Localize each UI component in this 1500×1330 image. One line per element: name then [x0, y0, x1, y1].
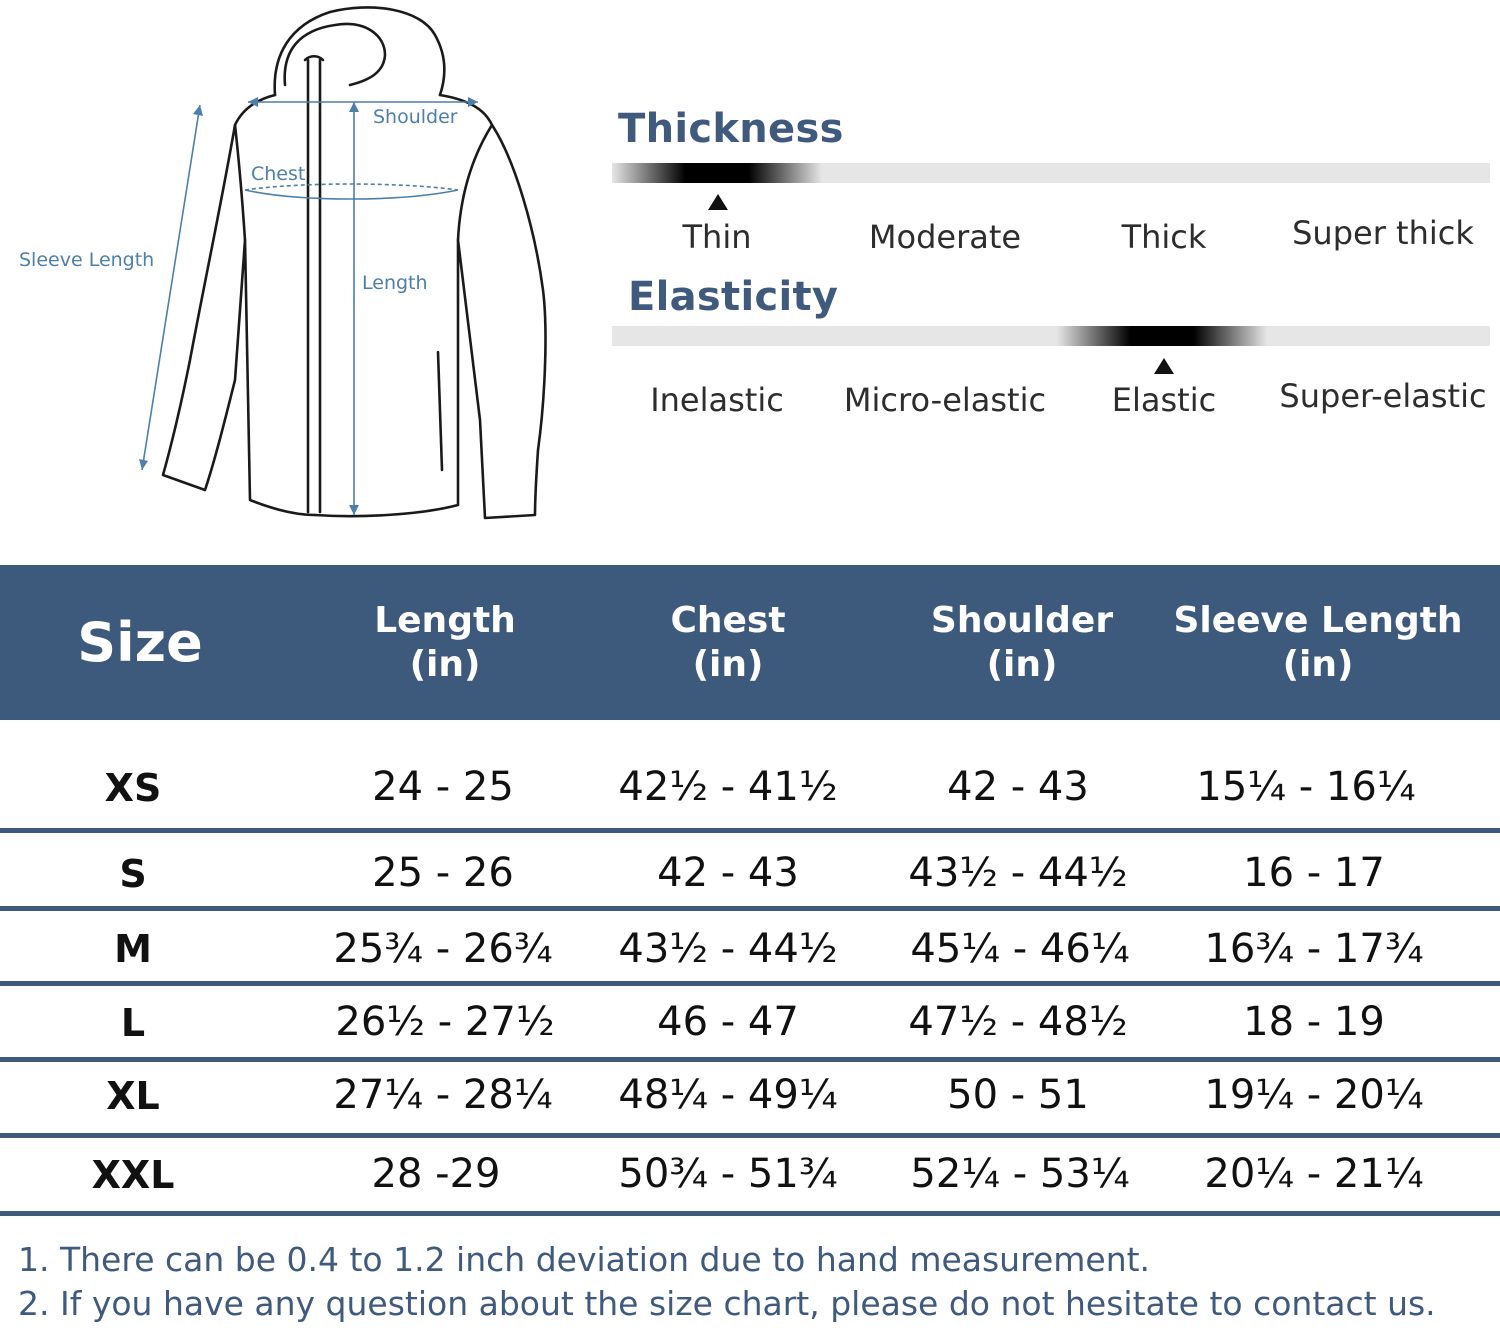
row-divider	[0, 1211, 1500, 1216]
row-xl-shoulder: 50 - 51	[947, 1072, 1089, 1118]
row-l-sleeve: 18 - 19	[1243, 999, 1385, 1045]
elasticity-indicator	[1057, 326, 1267, 346]
sleeve-length-label: Sleeve Length	[19, 249, 155, 271]
row-s-size: S	[119, 852, 147, 896]
thickness-option-thin: Thin	[682, 218, 752, 256]
row-divider	[0, 1133, 1500, 1138]
header-chest-label: Chest	[670, 599, 786, 641]
row-xl-sleeve: 19¼ - 20¼	[1204, 1072, 1424, 1118]
row-xxl-sleeve: 20¼ - 21¼	[1204, 1151, 1424, 1197]
jacket-collar	[283, 22, 387, 87]
row-xxl-chest: 50¾ - 51¾	[618, 1151, 838, 1197]
left-sleeve-seam	[233, 123, 247, 242]
jacket-hood	[273, 6, 446, 97]
header-chest-unit: (in)	[692, 643, 764, 685]
row-divider	[0, 1057, 1500, 1062]
jacket-pocket	[436, 350, 444, 472]
row-xs-length: 24 - 25	[372, 764, 514, 810]
shoulder-label: Shoulder	[373, 106, 458, 128]
thickness-title: Thickness	[618, 106, 844, 152]
header-sleeve-length-label: Sleeve Length	[1173, 599, 1463, 641]
jacket-measurement-diagram	[139, 6, 547, 520]
jacket-right-outline	[313, 93, 547, 520]
row-xxl-size: XXL	[91, 1153, 175, 1197]
header-sleeve-length: Sleeve Length (in)	[1168, 565, 1468, 720]
thickness-option-moderate: Moderate	[868, 218, 1022, 256]
row-xxl-length: 28 -29	[371, 1151, 501, 1197]
header-chest: Chest (in)	[588, 565, 868, 720]
row-m-shoulder: 45¼ - 46¼	[910, 926, 1130, 972]
note-contact: 2. If you have any question about the si…	[18, 1284, 1436, 1323]
row-s-length: 25 - 26	[372, 850, 514, 896]
row-s-sleeve: 16 - 17	[1243, 850, 1385, 896]
row-l-shoulder: 47½ - 48½	[908, 999, 1128, 1045]
row-s-shoulder: 43½ - 44½	[908, 850, 1128, 896]
row-m-size: M	[114, 927, 152, 971]
thickness-pointer-icon	[708, 194, 728, 210]
right-sleeve-seam	[456, 123, 494, 242]
size-table-header: Size Length (in) Chest (in) Shoulder (in…	[0, 565, 1500, 720]
header-shoulder: Shoulder (in)	[882, 565, 1162, 720]
header-sleeve-length-unit: (in)	[1282, 643, 1354, 685]
row-l-length: 26½ - 27½	[335, 999, 555, 1045]
row-divider	[0, 906, 1500, 911]
elasticity-option-super-elastic: Super-elastic	[1279, 377, 1487, 415]
elasticity-option-elastic: Elastic	[1111, 381, 1217, 419]
header-shoulder-unit: (in)	[986, 643, 1058, 685]
row-xl-length: 27¼ - 28¼	[333, 1072, 553, 1118]
row-m-length: 25¾ - 26¾	[333, 926, 553, 972]
row-divider	[0, 981, 1500, 986]
row-xs-shoulder: 42 - 43	[947, 764, 1089, 810]
elasticity-option-micro-elastic: Micro-elastic	[843, 381, 1047, 419]
elasticity-pointer-icon	[1154, 358, 1174, 374]
row-s-chest: 42 - 43	[657, 850, 799, 896]
chest-label: Chest	[251, 163, 306, 185]
elasticity-title: Elasticity	[628, 274, 839, 320]
row-m-sleeve: 16¾ - 17¾	[1204, 926, 1424, 972]
thickness-scale-bar	[612, 163, 1490, 183]
elasticity-scale-bar	[612, 326, 1490, 346]
row-xs-sleeve: 15¼ - 16¼	[1196, 764, 1416, 810]
header-size: Size	[40, 565, 240, 720]
jacket-zipper	[306, 58, 322, 514]
row-divider	[0, 828, 1500, 833]
thickness-indicator	[612, 163, 822, 183]
row-m-chest: 43½ - 44½	[618, 926, 838, 972]
row-l-size: L	[120, 1001, 146, 1045]
row-l-chest: 46 - 47	[657, 999, 799, 1045]
row-xs-chest: 42½ - 41½	[618, 764, 838, 810]
row-xxl-shoulder: 52¼ - 53¼	[910, 1151, 1130, 1197]
note-deviation: 1. There can be 0.4 to 1.2 inch deviatio…	[18, 1240, 1151, 1279]
thickness-option-super-thick: Super thick	[1292, 214, 1474, 252]
row-xl-size: XL	[106, 1074, 160, 1118]
header-length-unit: (in)	[409, 643, 481, 685]
elasticity-option-inelastic: Inelastic	[650, 381, 784, 419]
header-shoulder-label: Shoulder	[930, 599, 1114, 641]
jacket-left-outline	[161, 93, 317, 517]
header-size-label: Size	[77, 610, 203, 674]
thickness-option-thick: Thick	[1121, 218, 1207, 256]
header-length: Length (in)	[305, 565, 585, 720]
length-label: Length	[362, 272, 428, 294]
row-xl-chest: 48¼ - 49¼	[618, 1072, 838, 1118]
header-length-label: Length	[374, 599, 516, 641]
row-xs-size: XS	[104, 766, 162, 810]
